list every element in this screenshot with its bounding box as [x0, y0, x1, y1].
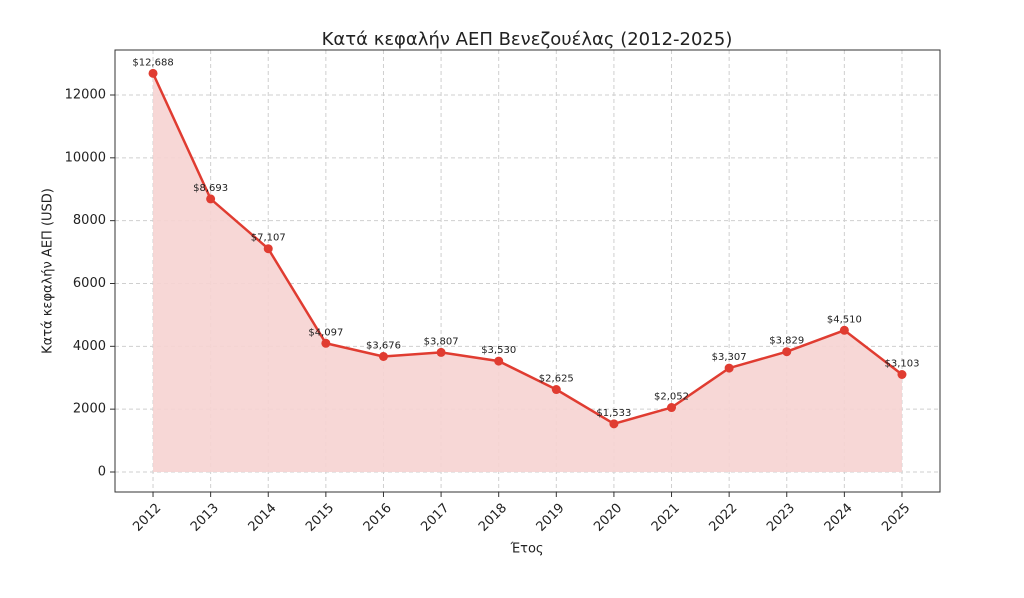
- value-label: $4,510: [827, 314, 862, 325]
- value-label: $2,625: [539, 374, 574, 385]
- x-tick-label: 2024: [822, 501, 856, 535]
- value-label: $7,107: [251, 233, 286, 244]
- x-tick-label: 2020: [591, 501, 625, 535]
- chart-title: Κατά κεφαλήν ΑΕΠ Βενεζουέλας (2012-2025): [322, 29, 733, 50]
- x-tick-label: 2023: [764, 501, 798, 535]
- point: [206, 194, 216, 204]
- point: [321, 338, 331, 348]
- point: [724, 363, 734, 373]
- point: [839, 325, 849, 335]
- y-tick-label: 12000: [65, 87, 106, 102]
- point: [782, 347, 792, 357]
- x-tick-label: 2015: [303, 501, 337, 535]
- x-tick-label: 2019: [534, 501, 568, 535]
- point: [667, 403, 677, 413]
- value-label: $4,097: [308, 327, 343, 338]
- point: [494, 356, 504, 366]
- y-axis-label: Κατά κεφαλήν ΑΕΠ (USD): [41, 188, 56, 354]
- x-tick-label: 2012: [130, 501, 164, 535]
- x-tick-label: 2022: [706, 501, 740, 535]
- y-tick-label: 2000: [73, 402, 106, 417]
- value-label: $12,688: [132, 57, 173, 68]
- value-label: $3,676: [366, 341, 401, 352]
- y-tick-label: 10000: [65, 150, 106, 165]
- value-label: $2,052: [654, 392, 689, 403]
- point: [263, 244, 273, 254]
- x-tick-label: 2016: [361, 501, 395, 535]
- x-tick-label: 2014: [246, 501, 280, 535]
- x-tick-label: 2021: [649, 501, 683, 535]
- x-tick-label: 2018: [476, 501, 510, 535]
- y-tick-label: 8000: [73, 213, 106, 228]
- point: [148, 68, 158, 78]
- point: [436, 347, 446, 357]
- point: [897, 370, 907, 380]
- value-label: $3,307: [712, 352, 747, 363]
- value-label: $3,807: [424, 336, 459, 347]
- value-label: $3,530: [481, 345, 516, 356]
- x-tick-label: 2013: [188, 501, 222, 535]
- area: [153, 73, 902, 472]
- x-axis-label: Έτος: [509, 542, 543, 557]
- y-tick-label: 0: [98, 464, 106, 479]
- plot-frame: [114, 49, 941, 493]
- line: [151, 72, 903, 426]
- point: [378, 352, 388, 362]
- value-label: $3,103: [884, 359, 919, 370]
- point: [609, 419, 619, 429]
- x-tick-label: 2025: [879, 501, 913, 535]
- value-label: $3,829: [769, 336, 804, 347]
- value-label: $1,533: [596, 408, 631, 419]
- y-tick-label: 6000: [73, 276, 106, 291]
- x-tick-label: 2017: [418, 501, 452, 535]
- point: [551, 385, 561, 395]
- y-tick-label: 4000: [73, 339, 106, 354]
- value-label: $8,693: [193, 183, 228, 194]
